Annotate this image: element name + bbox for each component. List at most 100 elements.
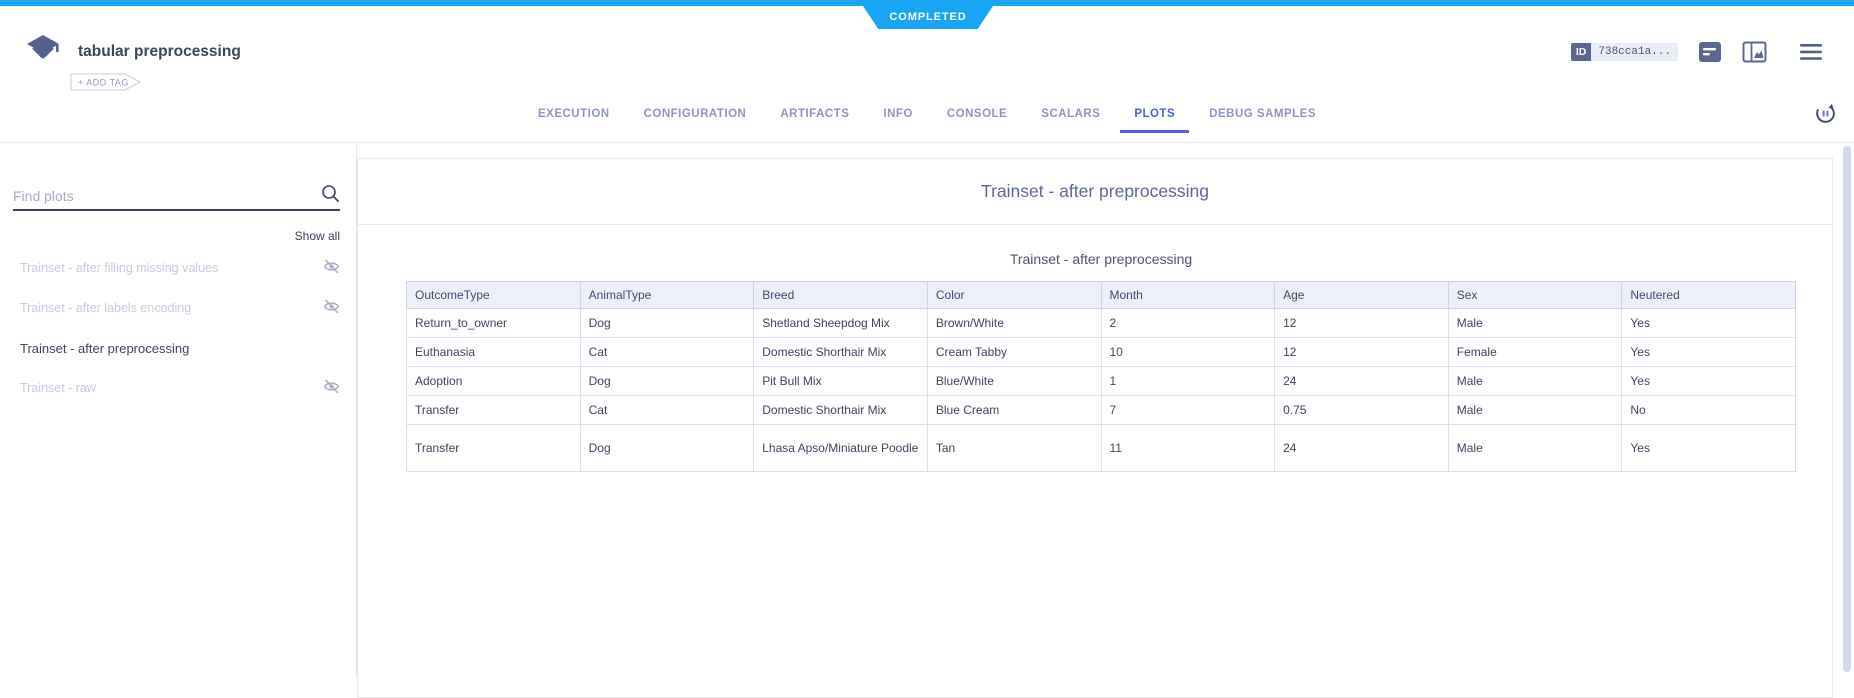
table-cell: Cream Tabby (926, 337, 1102, 367)
data-table-container: OutcomeType AnimalType Breed Color Month… (406, 281, 1832, 472)
detail-tabs: EXECUTION CONFIGURATION ARTIFACTS INFO C… (0, 95, 1854, 133)
table-cell: Yes (1621, 337, 1796, 367)
header-actions: ID 738cca1a... (1570, 41, 1823, 63)
data-table: OutcomeType AnimalType Breed Color Month… (406, 281, 1796, 472)
plot-item-after-preprocessing[interactable]: Trainset - after preprocessing (0, 328, 356, 368)
page-title: tabular preprocessing (78, 43, 241, 60)
table-cell: Lhasa Apso/Miniature Poodle (753, 424, 928, 472)
tabbar-divider (0, 142, 1854, 143)
plot-item-label: Trainset - after preprocessing (20, 340, 190, 356)
table-row: Transfer Cat Domestic Shorthair Mix Blue… (406, 395, 1796, 425)
table-cell: Male (1447, 424, 1623, 472)
table-cell: Tan (926, 424, 1102, 472)
table-cell: Transfer (406, 424, 581, 472)
search-input[interactable] (13, 188, 321, 204)
plot-item-label: Trainset - raw (20, 381, 96, 395)
table-cell: Transfer (406, 395, 581, 425)
status-label: COMPLETED (889, 10, 967, 23)
tab-info[interactable]: INFO (883, 108, 913, 120)
table-cell: 12 (1274, 337, 1449, 367)
eye-off-icon[interactable] (323, 379, 340, 397)
table-cell: Pit Bull Mix (753, 366, 928, 396)
table-cell: Yes (1621, 366, 1796, 396)
tab-debug-samples[interactable]: DEBUG SAMPLES (1209, 108, 1316, 120)
table-cell: No (1621, 395, 1796, 425)
table-header-row: OutcomeType AnimalType Breed Color Month… (406, 281, 1796, 309)
table-cell: 1 (1100, 366, 1276, 396)
table-row: Return_to_owner Dog Shetland Sheepdog Mi… (406, 308, 1796, 338)
app-logo-icon (26, 34, 60, 69)
id-label: ID (1570, 43, 1592, 61)
table-row: Euthanasia Cat Domestic Shorthair Mix Cr… (406, 337, 1796, 367)
add-tag-label: + ADD TAG (78, 78, 129, 88)
col-animaltype: AnimalType (579, 281, 755, 309)
plot-item-raw[interactable]: Trainset - raw (0, 368, 356, 408)
vertical-scrollbar[interactable] (1843, 146, 1851, 672)
table-cell: Blue/White (926, 366, 1102, 396)
table-cell: Brown/White (926, 308, 1102, 338)
col-breed: Breed (753, 281, 928, 309)
chart-title: Trainset - after preprocessing (1009, 251, 1193, 267)
tab-scalars[interactable]: SCALARS (1041, 108, 1101, 120)
table-cell: Dog (579, 308, 755, 338)
tab-execution[interactable]: EXECUTION (537, 108, 610, 120)
table-cell: Blue Cream (926, 395, 1102, 425)
table-cell: 2 (1100, 308, 1276, 338)
col-outcometype: OutcomeType (406, 281, 581, 309)
table-cell: 7 (1100, 395, 1276, 425)
col-neutered: Neutered (1621, 281, 1796, 309)
col-month: Month (1100, 281, 1276, 309)
table-row: Adoption Dog Pit Bull Mix Blue/White 1 2… (406, 366, 1796, 396)
menu-icon[interactable] (1799, 43, 1823, 61)
plot-search (13, 183, 340, 211)
table-cell: Male (1447, 308, 1623, 338)
plot-list: Trainset - after filling missing values … (0, 248, 356, 408)
table-cell: Adoption (406, 366, 581, 396)
plot-item-label: Trainset - after filling missing values (20, 261, 219, 275)
eye-off-icon[interactable] (323, 259, 340, 277)
table-cell: 24 (1274, 424, 1449, 472)
table-cell: Dog (579, 366, 755, 396)
experiment-id-badge[interactable]: ID 738cca1a... (1570, 43, 1678, 61)
table-cell: Yes (1621, 424, 1796, 472)
col-age: Age (1274, 281, 1449, 309)
add-tag-button[interactable]: + ADD TAG (70, 73, 146, 96)
table-cell: Euthanasia (406, 337, 581, 367)
show-all-link[interactable]: Show all (294, 229, 340, 243)
search-icon (321, 184, 340, 208)
table-cell: 10 (1100, 337, 1276, 367)
plot-item-filling-missing-values[interactable]: Trainset - after filling missing values (0, 248, 356, 288)
col-color: Color (926, 281, 1102, 309)
tab-artifacts[interactable]: ARTIFACTS (780, 108, 850, 120)
tab-configuration[interactable]: CONFIGURATION (643, 108, 747, 120)
table-cell: Female (1447, 337, 1623, 367)
table-cell: Cat (579, 337, 755, 367)
auto-refresh-icon[interactable] (1814, 102, 1837, 130)
plot-item-labels-encoding[interactable]: Trainset - after labels encoding (0, 288, 356, 328)
table-cell: 24 (1274, 366, 1449, 396)
table-cell: Male (1447, 395, 1623, 425)
plots-sidebar: Show all Trainset - after filling missin… (0, 143, 357, 676)
table-cell: 12 (1274, 308, 1449, 338)
table-cell: Return_to_owner (406, 308, 581, 338)
table-cell: Domestic Shorthair Mix (753, 337, 928, 367)
table-cell: 0.75 (1274, 395, 1449, 425)
plot-card-title: Trainset - after preprocessing (358, 159, 1832, 225)
table-cell: Cat (579, 395, 755, 425)
split-panel-chart-icon[interactable] (1742, 41, 1767, 63)
table-cell: Domestic Shorthair Mix (753, 395, 928, 425)
table-cell: Dog (579, 424, 755, 472)
status-badge: COMPLETED (859, 0, 997, 29)
plot-item-label: Trainset - after labels encoding (20, 301, 192, 315)
table-cell: Male (1447, 366, 1623, 396)
details-panel-icon[interactable] (1698, 41, 1722, 63)
table-cell: Shetland Sheepdog Mix (753, 308, 928, 338)
table-cell: 11 (1100, 424, 1276, 472)
plot-card: Trainset - after preprocessing Trainset … (357, 158, 1833, 698)
tab-plots[interactable]: PLOTS (1120, 95, 1190, 133)
eye-off-icon[interactable] (323, 299, 340, 317)
id-value: 738cca1a... (1591, 43, 1678, 61)
table-row: Transfer Dog Lhasa Apso/Miniature Poodle… (406, 424, 1796, 472)
table-cell: Yes (1621, 308, 1796, 338)
tab-console[interactable]: CONSOLE (946, 108, 1008, 120)
